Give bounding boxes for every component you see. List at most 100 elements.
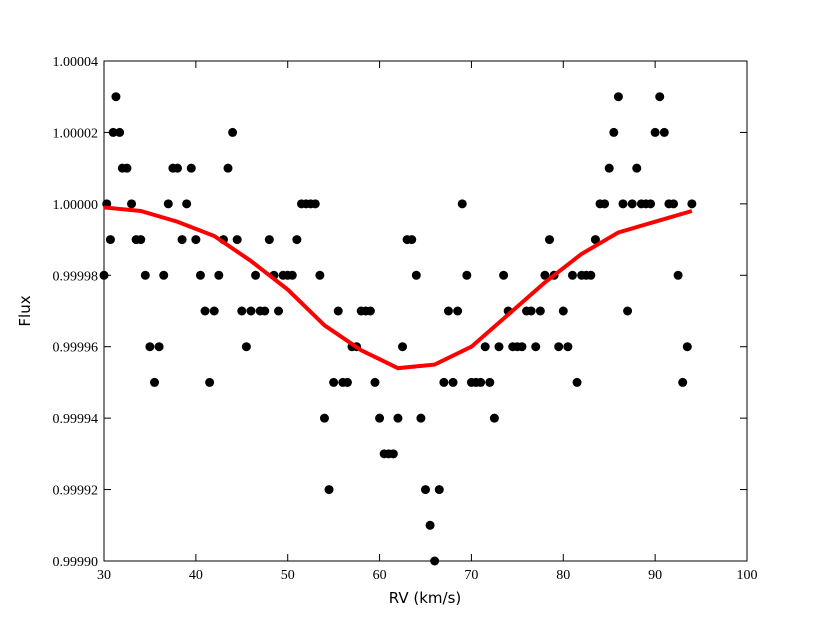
data-point: [673, 270, 683, 280]
data-point: [425, 520, 435, 530]
data-point: [682, 342, 692, 352]
data-point: [251, 270, 261, 280]
data-point: [191, 235, 201, 245]
data-point: [545, 235, 555, 245]
x-tick-label: 40: [189, 568, 203, 583]
data-point: [127, 199, 137, 209]
x-tick-label: 100: [737, 568, 758, 583]
data-point: [108, 127, 118, 137]
data-point: [319, 413, 329, 423]
data-point: [223, 163, 233, 173]
y-tick-label: 1.00000: [53, 198, 99, 213]
data-point: [623, 306, 633, 316]
data-point: [494, 342, 504, 352]
data-point: [195, 270, 205, 280]
data-point: [480, 342, 490, 352]
data-point: [407, 235, 417, 245]
data-point: [228, 127, 238, 137]
data-point: [287, 270, 297, 280]
data-point: [558, 306, 568, 316]
data-point: [650, 127, 660, 137]
data-point: [241, 342, 251, 352]
y-tick-label: 1.00004: [53, 55, 99, 70]
data-point: [140, 270, 150, 280]
y-tick-label: 0.99994: [53, 412, 99, 427]
data-point: [209, 306, 219, 316]
data-point: [618, 199, 628, 209]
data-point: [136, 235, 146, 245]
data-point: [540, 270, 550, 280]
data-point: [274, 306, 284, 316]
y-tick-label: 0.99990: [53, 555, 99, 570]
data-point: [476, 377, 486, 387]
data-point: [687, 199, 697, 209]
data-point: [462, 270, 472, 280]
data-point: [172, 163, 182, 173]
data-point: [145, 342, 155, 352]
data-point: [237, 306, 247, 316]
x-tick-label: 60: [373, 568, 387, 583]
data-point: [572, 377, 582, 387]
data-point: [613, 92, 623, 102]
data-point: [563, 342, 573, 352]
data-point: [182, 199, 192, 209]
data-point: [115, 127, 125, 137]
data-point: [200, 306, 210, 316]
data-point: [375, 413, 385, 423]
data-point: [526, 306, 536, 316]
y-tick-label: 0.99996: [53, 341, 99, 356]
data-point: [365, 306, 375, 316]
y-tick-label: 1.00002: [53, 126, 99, 141]
data-point: [609, 127, 619, 137]
data-point: [111, 92, 121, 102]
data-point: [315, 270, 325, 280]
data-point: [105, 235, 115, 245]
data-point: [443, 306, 453, 316]
plot-frame: [103, 60, 748, 562]
data-point: [159, 270, 169, 280]
data-point: [411, 270, 421, 280]
data-point: [324, 485, 334, 495]
data-point: [342, 377, 352, 387]
y-tick-label: 0.99992: [53, 484, 99, 499]
data-point: [590, 235, 600, 245]
data-point: [99, 270, 109, 280]
x-tick-label: 70: [464, 568, 478, 583]
data-point: [659, 127, 669, 137]
data-point: [632, 163, 642, 173]
data-point: [186, 163, 196, 173]
data-point: [232, 235, 242, 245]
data-point: [678, 377, 688, 387]
data-point: [398, 342, 408, 352]
data-point: [150, 377, 160, 387]
data-point: [627, 199, 637, 209]
data-point: [205, 377, 215, 387]
data-point: [655, 92, 665, 102]
data-point: [489, 413, 499, 423]
data-point: [292, 235, 302, 245]
data-point: [329, 377, 339, 387]
data-point: [567, 270, 577, 280]
x-tick-label: 30: [97, 568, 111, 583]
data-point: [453, 306, 463, 316]
data-point: [499, 270, 509, 280]
data-point: [646, 199, 656, 209]
data-point: [517, 342, 527, 352]
data-point: [448, 377, 458, 387]
x-tick-label: 50: [281, 568, 295, 583]
data-point: [388, 449, 398, 459]
data-point: [434, 485, 444, 495]
data-point: [370, 377, 380, 387]
data-point: [264, 235, 274, 245]
data-point: [246, 306, 256, 316]
y-axis-label: Flux: [16, 295, 34, 326]
data-point: [457, 199, 467, 209]
y-tick-label: 0.99998: [53, 269, 99, 284]
data-point: [531, 342, 541, 352]
data-point: [604, 163, 614, 173]
data-point: [430, 556, 440, 566]
x-axis-label: RV (km/s): [389, 589, 462, 607]
data-point: [214, 270, 224, 280]
data-point: [333, 306, 343, 316]
